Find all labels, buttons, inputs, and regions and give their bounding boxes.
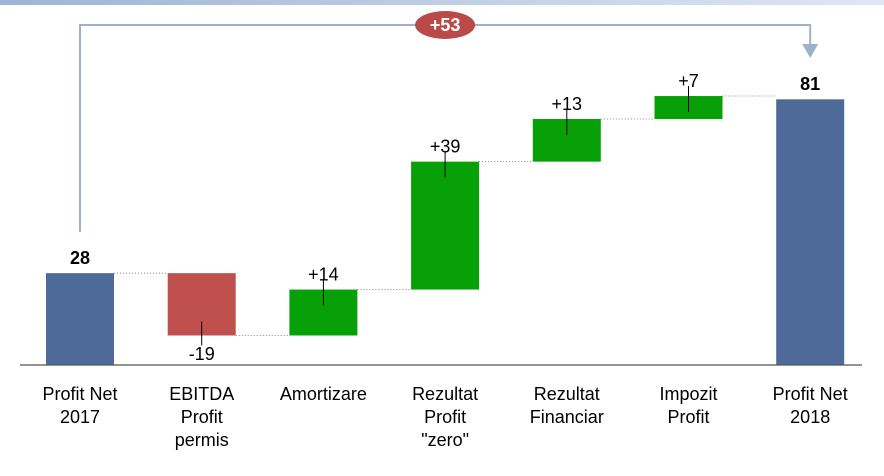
x-tick-label-line: permis [175,430,229,450]
x-tick-label-line: Profit [181,407,223,427]
bar [776,99,845,365]
value-label: -19 [189,344,215,364]
value-label: +7 [678,71,699,91]
value-label: +39 [430,136,461,156]
x-tick-label: Rezultat Profit "zero" [412,384,478,450]
x-tick-label: EBITDA Profit permis [169,384,234,450]
top-band [0,0,884,5]
annotation-badge [415,11,476,39]
x-tick-label-line: Profit Net [42,384,117,404]
bar [411,161,480,290]
x-tick-label-line: 2018 [790,407,830,427]
x-tick-label-line: 2017 [60,407,100,427]
x-tick-label: Profit Net 2017 [42,384,117,427]
x-tick-label-line: EBITDA [169,384,234,404]
x-tick-label: Profit Net 2018 [773,384,848,427]
x-tick-label: Impozit Profit [659,384,717,427]
x-tick-label-line: Rezultat [534,384,600,404]
x-tick-label: Rezultat Financiar [530,384,604,427]
x-tick-label: Amortizare [280,384,367,404]
annotation: +53 [430,15,461,35]
bar [46,273,114,365]
x-tick-label-line: Amortizare [280,384,367,404]
value-label: +14 [308,264,339,284]
x-tick-label-line: Impozit [659,384,717,404]
x-tick-label-line: Profit [424,407,466,427]
x-tick-label-line: Profit [667,407,709,427]
x-tick-label-line: Rezultat [412,384,478,404]
value-label: 28 [70,248,90,268]
x-tick-label-line: Financiar [530,407,604,427]
value-label: +13 [552,94,583,114]
x-tick-label-line: Profit Net [773,384,848,404]
bracket-arrow [802,44,819,58]
value-label: 81 [800,74,820,94]
x-tick-label-line: "zero" [421,430,469,450]
